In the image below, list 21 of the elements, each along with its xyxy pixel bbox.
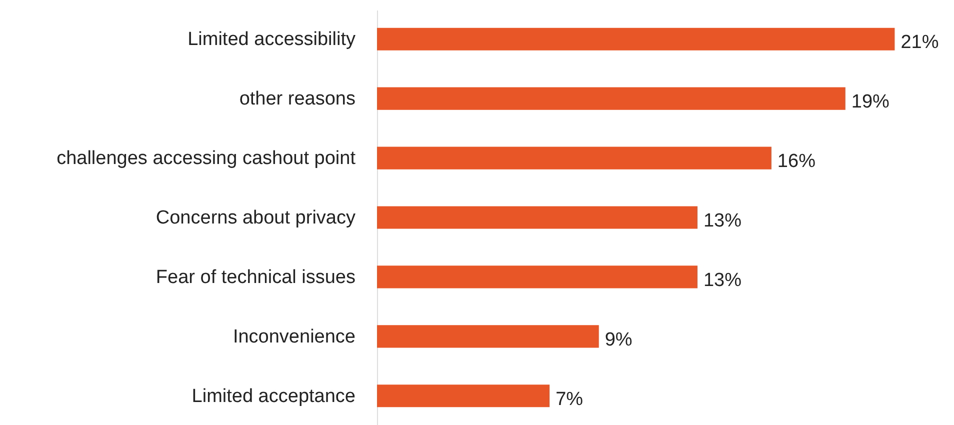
bar — [377, 325, 599, 348]
y-tick-label: Concerns about privacy — [156, 208, 356, 228]
y-tick-label: other reasons — [239, 88, 356, 110]
data-label: 13% — [703, 210, 742, 232]
y-tick-label: Inconvenience — [232, 326, 356, 348]
bar — [377, 146, 772, 170]
data-label: 21% — [900, 32, 939, 54]
bar — [377, 28, 895, 50]
data-label: 16% — [777, 151, 816, 172]
bar — [377, 206, 698, 229]
data-label: 19% — [851, 92, 890, 113]
data-label: 7% — [556, 388, 584, 410]
data-label: 13% — [703, 270, 742, 291]
bar — [377, 266, 698, 288]
y-tick-label: challenges accessing cashout point — [56, 148, 356, 170]
y-tick-label: Fear of technical issues — [156, 266, 356, 288]
y-tick-label: Limited accessibility — [188, 29, 356, 50]
y-tick-label: Limited acceptance — [192, 386, 356, 407]
data-label: 9% — [604, 329, 632, 350]
bar — [377, 87, 846, 110]
bar — [377, 384, 550, 408]
